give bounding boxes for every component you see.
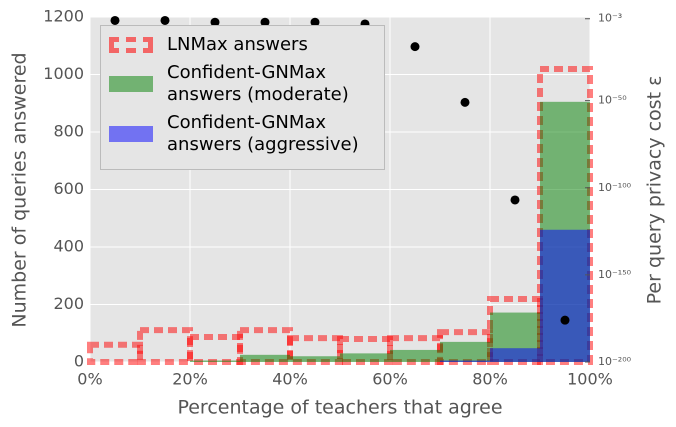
histogram-bar [290,356,340,362]
y-tick-label: 1000 [43,64,84,83]
y2-tick-label: 10⁻¹⁵⁰ [598,268,632,281]
legend-swatch [109,76,153,92]
x-tick-label: 0% [77,370,102,389]
y2-tick-label: 10⁻²⁰⁰ [598,355,632,368]
x-tick-label: 20% [172,370,208,389]
y2-axis-label: Per query privacy cost ε [644,76,666,305]
privacy-point [560,315,570,325]
legend-label: Confident-GNMax answers (moderate) [167,62,349,105]
histogram-bar [340,353,390,362]
y-tick-label: 200 [53,294,84,313]
histogram-bar [490,348,540,362]
legend-swatch [109,37,153,53]
privacy-point [160,15,170,25]
y2-tick-label: 10⁻⁵⁰ [598,94,627,107]
x-tick-label: 80% [472,370,508,389]
legend-entry: LNMax answers [109,34,308,56]
x-axis-label: Percentage of teachers that agree [177,397,502,419]
privacy-point [310,17,320,27]
y2-tick-label: 10⁻¹⁰⁰ [598,181,632,194]
y2-tick-label: 10⁻³ [598,12,622,25]
x-tick-label: 60% [372,370,408,389]
histogram-bar [137,327,193,365]
legend-label: Confident-GNMax answers (aggressive) [167,112,359,155]
privacy-point [260,17,270,27]
legend-label: LNMax answers [167,34,308,55]
y-tick-label: 800 [53,122,84,141]
y-tick-label: 400 [53,237,84,256]
privacy-point [210,17,220,27]
privacy-point [110,15,120,25]
legend: LNMax answers Confident-GNMax answers (mo… [100,25,385,170]
privacy-point [410,42,420,52]
legend-entry: Confident-GNMax answers (moderate) [109,62,349,106]
legend-swatch [109,126,153,142]
x-tick-label: 100% [567,370,613,389]
privacy-point [460,97,470,107]
histogram-bar [440,360,490,362]
histogram-bar [190,360,240,362]
y-tick-label: 0 [74,352,84,371]
y-tick-label: 1200 [43,7,84,26]
legend-entry: Confident-GNMax answers (aggressive) [109,112,359,156]
histogram-bar [440,341,490,362]
x-tick-label: 40% [272,370,308,389]
y-tick-label: 600 [53,179,84,198]
privacy-point [510,195,520,205]
y-axis-label: Number of queries answered [9,52,31,327]
histogram-bar [540,229,590,362]
histogram-bar [240,354,290,362]
histogram-bar [390,349,440,362]
